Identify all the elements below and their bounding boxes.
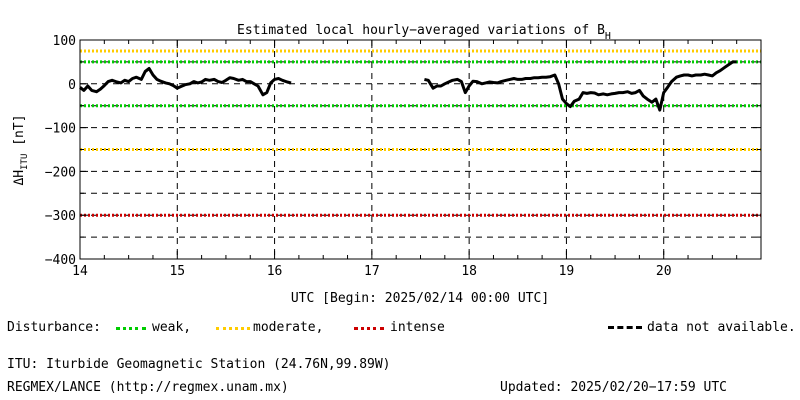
legend-moderate-label: moderate,: [253, 320, 324, 335]
y-tick-labels: 100 0 −100 −200 −300 −400: [45, 34, 76, 268]
x-tick-label: 19: [559, 264, 575, 279]
x-tick-label: 16: [267, 264, 283, 279]
data-series-1: [79, 67, 292, 97]
y-tick-label: −400: [45, 253, 76, 268]
y-tick-label: −200: [45, 165, 76, 180]
x-tick-labels: 14 15 16 17 18 19 20: [72, 264, 671, 279]
x-tick-label: 18: [461, 264, 477, 279]
legend-na-label: data not available.: [647, 320, 796, 335]
legend-moderate-swatch: [216, 327, 250, 330]
source-info: REGMEX/LANCE (http://regmex.unam.mx): [7, 380, 289, 395]
chart-title: Estimated local hourly−averaged variatio…: [237, 23, 611, 42]
legend-heading: Disturbance:: [7, 320, 101, 335]
x-tick-label: 15: [169, 264, 185, 279]
station-info: ITU: Iturbide Geomagnetic Station (24.76…: [7, 357, 391, 372]
data-series-2: [424, 60, 737, 112]
y-tick-label: −300: [45, 209, 76, 224]
x-axis-label: UTC [Begin: 2025/02/14 00:00 UTC]: [291, 291, 549, 306]
legend-intense-label: intense: [390, 320, 445, 335]
legend-na-swatch: [608, 326, 642, 329]
legend-weak-label: weak,: [152, 320, 192, 335]
x-tick-label: 20: [656, 264, 672, 279]
legend-intense-swatch: [354, 327, 384, 330]
y-tick-label: 0: [68, 78, 76, 93]
x-tick-label: 17: [364, 264, 380, 279]
y-axis-label: ΔHITU [nT]: [12, 114, 30, 185]
x-tick-label: 14: [72, 264, 88, 279]
updated-info: Updated: 2025/02/20−17:59 UTC: [500, 380, 727, 395]
y-tick-label: −100: [45, 122, 76, 137]
reference-lines: [80, 49, 761, 217]
y-tick-label: 100: [53, 34, 76, 49]
axis-ticks: [79, 39, 762, 260]
data-series: [79, 60, 737, 112]
legend-weak-swatch: [116, 327, 146, 330]
